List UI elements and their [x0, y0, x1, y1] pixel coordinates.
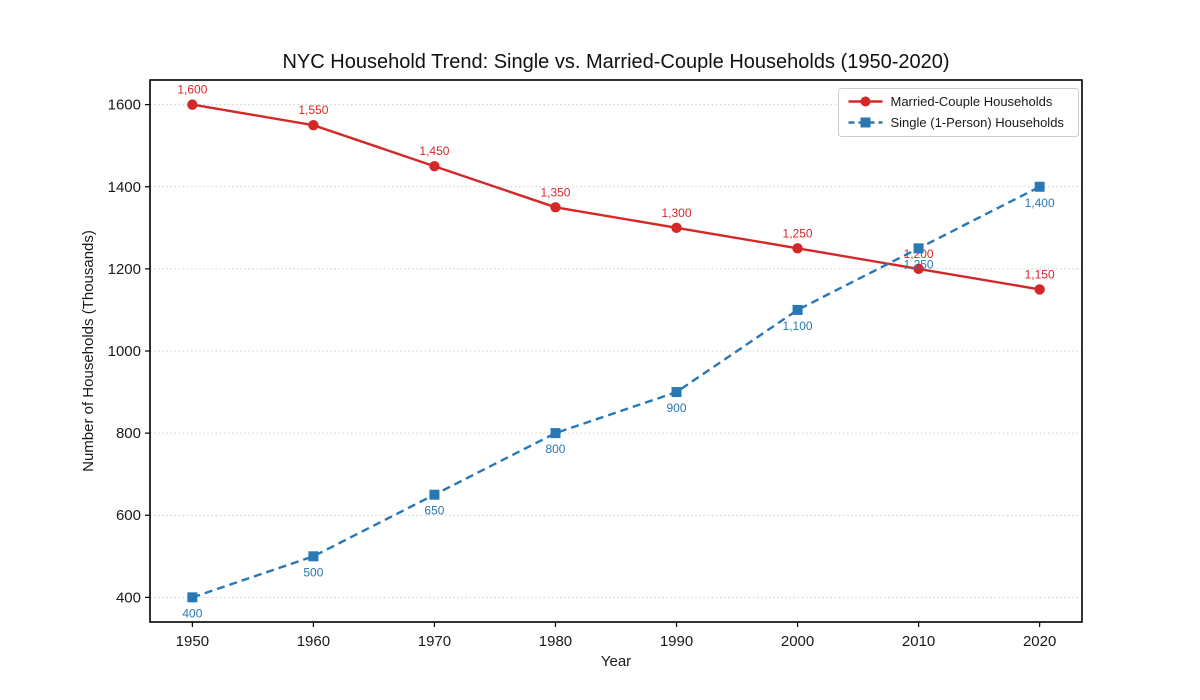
plot-background	[150, 80, 1082, 622]
point-label-single-1-person-households-1960: 500	[303, 565, 323, 579]
data-point-single-1-person-households-2000	[792, 304, 803, 315]
point-label-married-couple-households-2020: 1,150	[1025, 267, 1055, 281]
legend-item-married-couple-households: Married-Couple Households	[848, 94, 1053, 109]
data-point-single-1-person-households-1970	[429, 489, 440, 500]
x-tick-label-2010: 2010	[902, 633, 935, 650]
y-tick-label-1000: 1000	[108, 343, 141, 360]
y-axis-label: Number of Households (Thousands)	[80, 230, 97, 472]
point-label-married-couple-households-1980: 1,350	[540, 185, 570, 199]
data-point-single-1-person-households-1990	[671, 387, 682, 398]
data-point-single-1-person-households-2020	[1034, 181, 1045, 192]
legend-marker-square-icon	[860, 117, 871, 128]
y-tick-label-1600: 1600	[108, 97, 141, 114]
data-point-single-1-person-households-1980	[550, 428, 561, 439]
x-tick-label-1960: 1960	[297, 633, 330, 650]
point-label-married-couple-households-2010: 1,200	[904, 247, 934, 261]
point-label-married-couple-households-1990: 1,300	[662, 206, 692, 220]
data-point-married-couple-households-1980	[550, 202, 561, 213]
chart-title: NYC Household Trend: Single vs. Married-…	[282, 51, 949, 73]
legend-marker-circle-icon	[860, 96, 871, 107]
x-tick-label-1980: 1980	[539, 633, 572, 650]
legend-label: Married-Couple Households	[891, 94, 1053, 109]
data-point-married-couple-households-1960	[308, 119, 319, 131]
point-label-single-1-person-households-1990: 900	[667, 401, 687, 415]
y-tick-label-1200: 1200	[108, 261, 141, 278]
data-point-married-couple-households-2010	[913, 263, 924, 275]
data-series-layer: 1,6001,5501,4501,3501,3001,2501,2001,150…	[177, 83, 1055, 621]
point-label-single-1-person-households-1970: 650	[424, 504, 444, 518]
series-single-1-person-households: 400 500 650 800 900 1,100 1,250 1,400	[182, 181, 1055, 620]
legend-label: Single (1-Person) Households	[891, 115, 1065, 130]
x-tick-label-1990: 1990	[660, 633, 693, 650]
y-tick-label-1400: 1400	[108, 179, 141, 196]
data-point-married-couple-households-1990	[671, 222, 682, 234]
data-point-single-1-person-households-1950	[187, 592, 198, 603]
y-tick-label-400: 400	[116, 589, 141, 606]
data-point-single-1-person-households-1960	[308, 551, 319, 562]
point-label-single-1-person-households-2000: 1,100	[783, 319, 813, 333]
point-label-single-1-person-households-2020: 1,400	[1025, 196, 1055, 210]
data-point-married-couple-households-2000	[792, 243, 803, 254]
point-label-married-couple-households-1960: 1,550	[298, 103, 328, 117]
legend-box	[838, 88, 1079, 137]
point-label-single-1-person-households-1950: 400	[182, 606, 202, 620]
point-label-married-couple-households-1950: 1,600	[177, 83, 207, 97]
x-tick-label-1950: 1950	[176, 633, 209, 650]
point-label-single-1-person-households-1980: 800	[545, 442, 565, 456]
x-axis-label: Year	[601, 653, 631, 670]
point-label-single-1-person-households-2010: 1,250	[904, 257, 934, 271]
series-line-married-couple-households	[192, 103, 1040, 291]
x-tick-label-1970: 1970	[418, 633, 451, 650]
legend: Married-Couple Households Single (1-Perso…	[838, 88, 1079, 137]
series-line-single-1-person-households	[192, 185, 1041, 599]
x-tick-label-2000: 2000	[781, 633, 814, 650]
point-label-married-couple-households-1970: 1,450	[419, 144, 449, 158]
data-point-married-couple-households-2020	[1034, 284, 1045, 295]
data-point-married-couple-households-1970	[429, 161, 440, 172]
x-tick-label-2020: 2020	[1023, 633, 1056, 650]
y-tick-label-600: 600	[116, 507, 141, 524]
legend-item-single-1-person-households: Single (1-Person) Households	[848, 115, 1065, 130]
data-point-single-1-person-households-2010	[913, 243, 924, 254]
point-label-married-couple-households-2000: 1,250	[783, 226, 813, 240]
data-point-married-couple-households-1950	[187, 99, 198, 110]
tick-labels: 1950 1960 1970 1980 1990 2000 2010 2020 400 600 80…	[108, 97, 1057, 650]
axes	[145, 79, 1083, 627]
y-tick-label-800: 800	[116, 425, 141, 442]
